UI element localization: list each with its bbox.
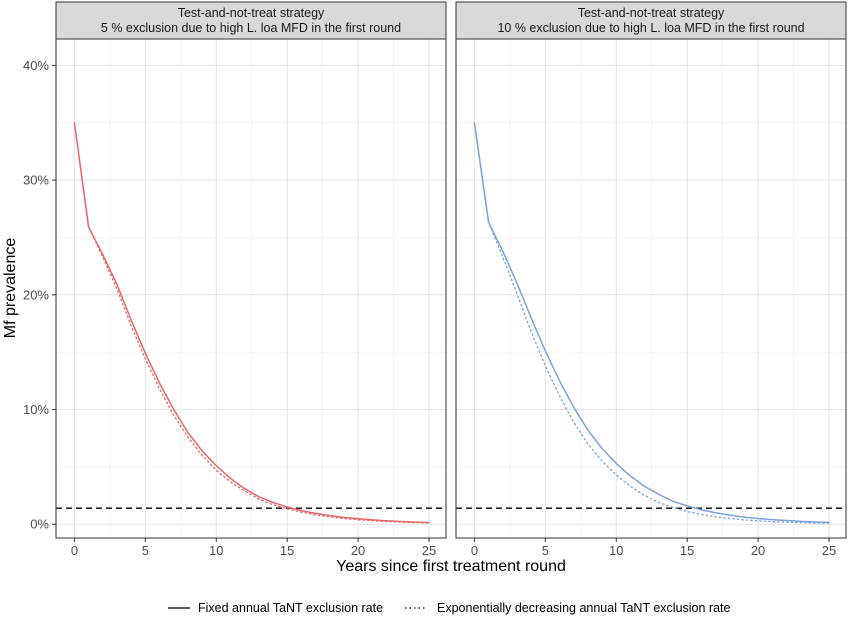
panel-1-x-tick-label: 15 bbox=[280, 543, 294, 558]
panel-2-title-line1: Test-and-not-treat strategy bbox=[578, 6, 725, 20]
panel-2-title-line2: 10 % exclusion due to high L. loa MFD in… bbox=[497, 21, 804, 35]
panel-1-series-exponential-line bbox=[73, 122, 430, 524]
panel-1-strip bbox=[55, 1, 447, 40]
y-axis-title: Mf prevalence bbox=[2, 238, 19, 339]
panel-1-x-tick-label: 10 bbox=[209, 543, 223, 558]
panel-1-x-tick-label: 0 bbox=[71, 543, 78, 558]
panel-1-border bbox=[55, 38, 447, 539]
panel-1-series-fixed-line bbox=[73, 121, 430, 524]
legend-label-exponential: Exponentially decreasing annual TaNT exc… bbox=[437, 601, 731, 615]
panel-2-background bbox=[456, 39, 846, 538]
panel-2-x-tick-label: 25 bbox=[822, 543, 836, 558]
panel-2-x-tick-label: 10 bbox=[609, 543, 623, 558]
panel-2-x-tick-label: 20 bbox=[751, 543, 765, 558]
y-tick-label: 30% bbox=[23, 173, 49, 188]
y-tick-label: 40% bbox=[23, 58, 49, 73]
panel-2-x-tick-label: 15 bbox=[680, 543, 694, 558]
panel-2-series-exponential-line bbox=[473, 122, 830, 524]
panel-2-border bbox=[455, 38, 847, 539]
panel-1-x-tick-label: 5 bbox=[142, 543, 149, 558]
panel-1-x-tick-label: 20 bbox=[351, 543, 365, 558]
legend: Fixed annual TaNT exclusion rate Exponen… bbox=[168, 601, 731, 615]
panel-2-x-tick-label: 5 bbox=[542, 543, 549, 558]
legend-label-fixed: Fixed annual TaNT exclusion rate bbox=[198, 601, 383, 615]
y-tick-label: 20% bbox=[23, 287, 49, 302]
y-tick-label: 10% bbox=[23, 402, 49, 417]
panel-1-x-tick-label: 25 bbox=[422, 543, 436, 558]
panel-2-series-fixed-line bbox=[473, 121, 830, 524]
panel-2-x-tick-label: 0 bbox=[471, 543, 478, 558]
panel-2-strip bbox=[455, 1, 847, 40]
y-tick-label: 0% bbox=[30, 517, 49, 532]
panel-1-title-line1: Test-and-not-treat strategy bbox=[178, 6, 325, 20]
x-axis-title: Years since first treatment round bbox=[336, 558, 566, 575]
panel-1-background bbox=[56, 39, 446, 538]
panel-1-title-line2: 5 % exclusion due to high L. loa MFD in … bbox=[101, 21, 401, 35]
